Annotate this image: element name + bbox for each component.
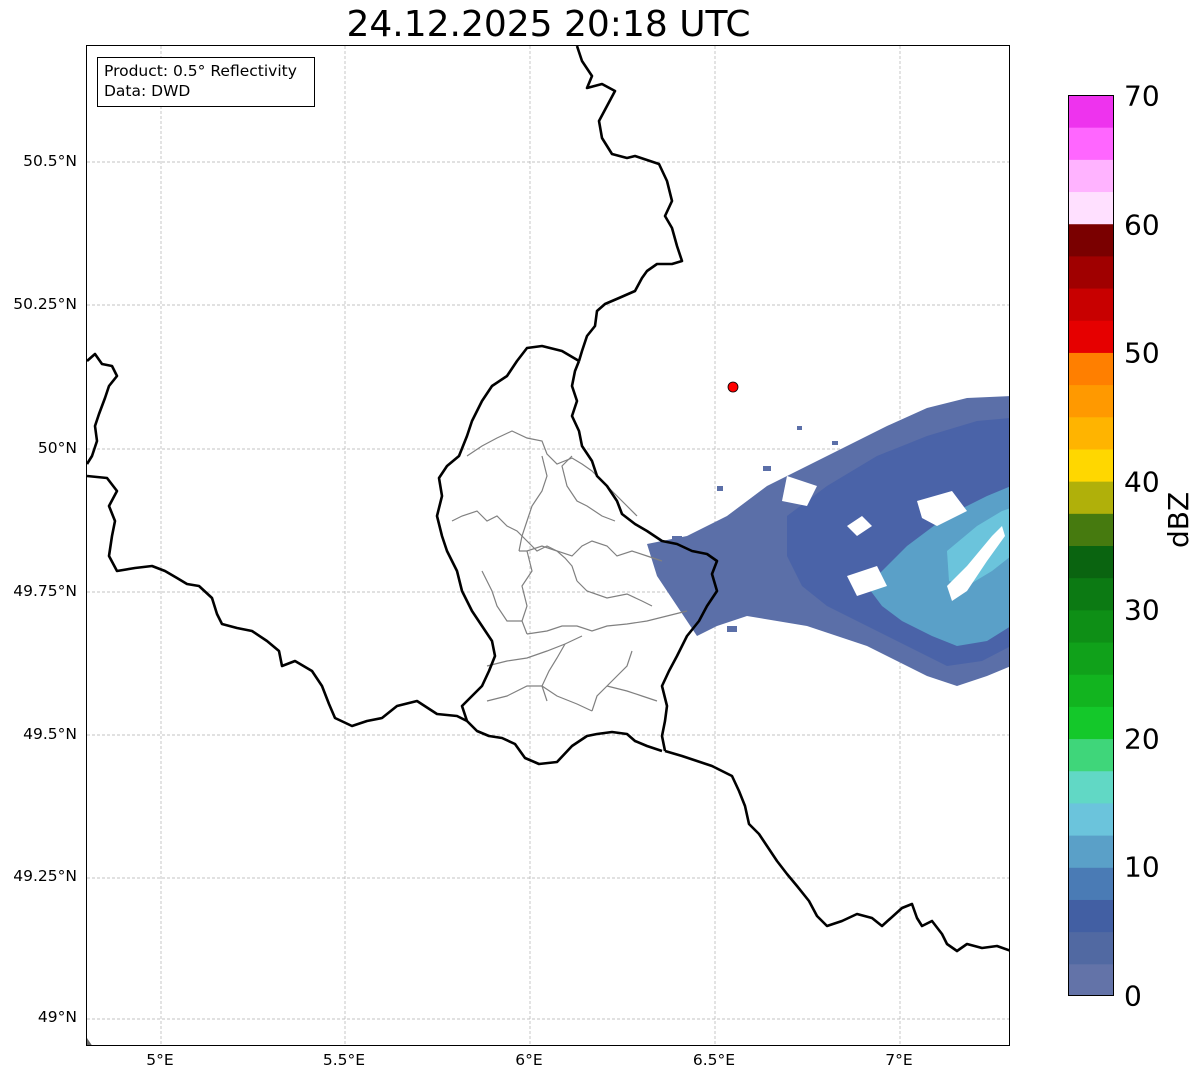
echo-gap: [847, 566, 887, 596]
radar-site-marker: [727, 381, 739, 393]
colorbar-segment: [1068, 867, 1114, 900]
colorbar-segment: [1068, 255, 1114, 289]
map-title: 24.12.2025 20:18 UTC: [346, 4, 751, 45]
colorbar-segment: [1068, 191, 1114, 225]
colorbar-segment: [1068, 706, 1114, 740]
lon-tick-label: 6°E: [515, 1051, 543, 1069]
lon-tick-label: 5°E: [146, 1051, 174, 1069]
product-info-box: Product: 0.5° Reflectivity Data: DWD: [97, 57, 315, 107]
echo-gap: [847, 516, 872, 536]
colorbar-segment: [1068, 931, 1114, 965]
colorbar-frame: [1068, 95, 1114, 996]
lat-tick-label: 50.25°N: [13, 295, 77, 313]
colorbar-tick: 40: [1124, 465, 1160, 499]
colorbar-segment: [1068, 577, 1114, 611]
colorbar-segment: [1068, 384, 1114, 418]
lat-tick-label: 50.5°N: [23, 152, 77, 170]
radar-map[interactable]: [86, 45, 1010, 1046]
district-borders: [451, 430, 688, 712]
echo-gap: [782, 476, 817, 506]
lon-tick-label: 7°E: [885, 1051, 913, 1069]
colorbar-segment: [1068, 481, 1114, 514]
colorbar-segment: [1068, 835, 1114, 868]
colorbar-segment: [1068, 352, 1114, 386]
colorbar-segment: [1068, 416, 1114, 450]
colorbar-segment: [1068, 448, 1114, 482]
colorbar-segment: [1068, 802, 1114, 836]
colorbar-segment: [1068, 770, 1114, 804]
echo-moderate-band: [867, 486, 1009, 646]
colorbar-tick: 70: [1124, 79, 1160, 113]
lat-tick-label: 49.5°N: [23, 725, 77, 743]
lat-tick-label: 50°N: [37, 439, 77, 457]
lat-tick-label: 49.25°N: [13, 867, 77, 885]
national-borders: [87, 46, 1009, 953]
colorbar-segment: [1068, 899, 1114, 933]
product-text: Product: 0.5° Reflectivity: [104, 62, 297, 80]
colorbar-tick: 60: [1124, 208, 1160, 242]
colorbar-segment: [1068, 95, 1114, 128]
data-source-text: Data: DWD: [104, 82, 191, 100]
colorbar-tick: 30: [1124, 593, 1160, 627]
colorbar: [1068, 95, 1114, 996]
echo-gap: [947, 526, 1005, 601]
colorbar-tick: 10: [1124, 850, 1160, 884]
colorbar-segment: [1068, 609, 1114, 643]
echo-gap: [917, 491, 967, 526]
colorbar-segment: [1068, 127, 1114, 160]
colorbar-tick: 50: [1124, 336, 1160, 370]
colorbar-segment: [1068, 545, 1114, 579]
colorbar-segment: [1068, 288, 1114, 321]
colorbar-tick: 0: [1124, 979, 1142, 1013]
map-canvas: [87, 46, 1009, 1045]
echo-strong-core: [947, 508, 1009, 586]
lat-tick-label: 49°N: [37, 1008, 77, 1026]
colorbar-segment: [1068, 159, 1114, 193]
colorbar-tick: 20: [1124, 722, 1160, 756]
colorbar-label: dBZ: [1162, 491, 1195, 548]
colorbar-segment: [1068, 674, 1114, 707]
colorbar-segment: [1068, 223, 1114, 257]
reflectivity-echoes: [647, 396, 1009, 686]
colorbar-segment: [1068, 738, 1114, 772]
lat-tick-label: 49.75°N: [13, 582, 77, 600]
colorbar-segment: [1068, 642, 1114, 675]
lon-tick-label: 5.5°E: [322, 1051, 366, 1069]
colorbar-segment: [1068, 513, 1114, 546]
gridlines: [87, 46, 1009, 1045]
colorbar-segment: [1068, 963, 1114, 996]
colorbar-segment: [1068, 320, 1114, 353]
lon-tick-label: 6.5°E: [692, 1051, 736, 1069]
